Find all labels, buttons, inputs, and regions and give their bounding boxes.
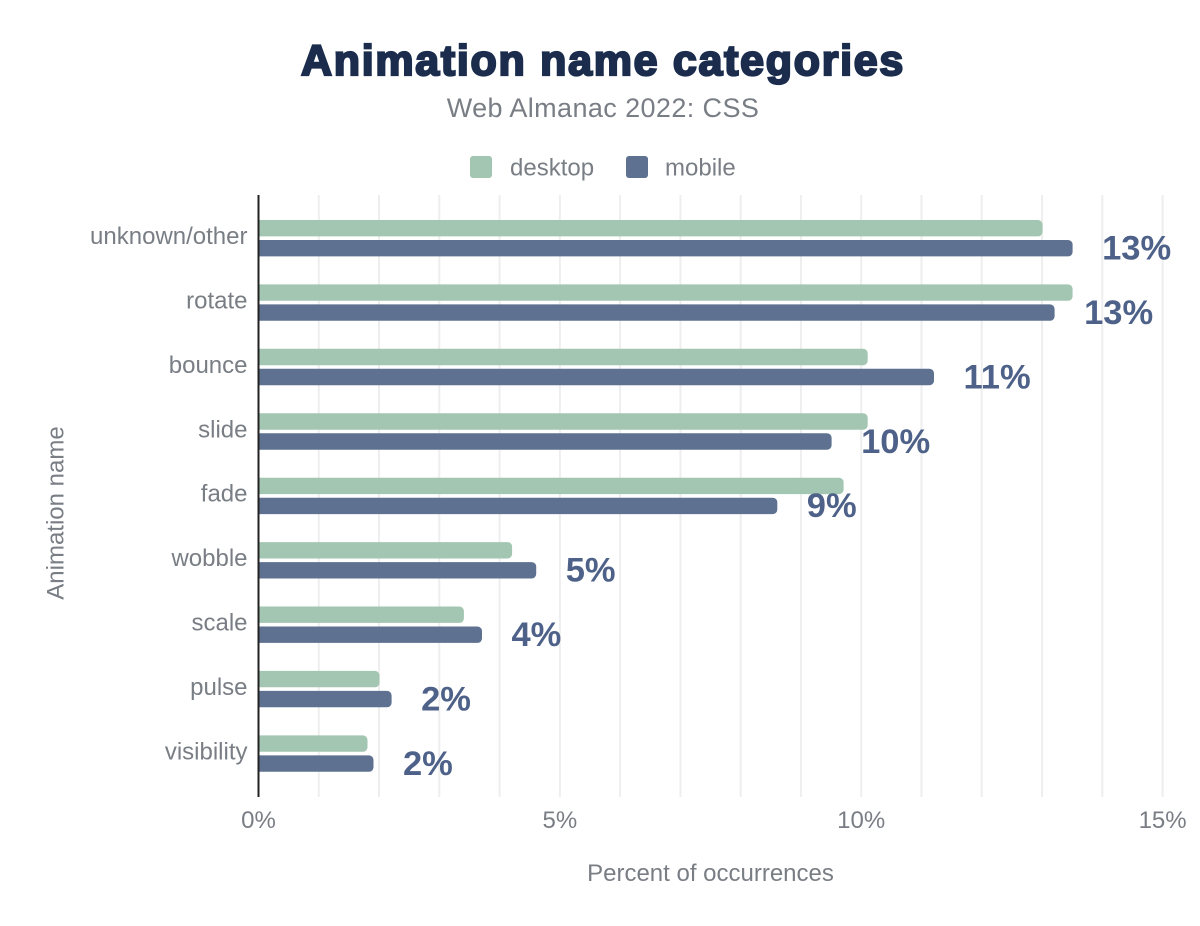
svg-text:11%: 11% [964, 358, 1031, 396]
svg-text:rotate: rotate [186, 287, 247, 314]
svg-text:unknown/other: unknown/other [90, 223, 247, 250]
svg-text:bounce: bounce [169, 352, 248, 379]
svg-text:desktop: desktop [510, 155, 594, 182]
svg-text:scale: scale [191, 610, 247, 637]
svg-text:15%: 15% [1139, 807, 1187, 834]
svg-text:Web Almanac 2022: CSS: Web Almanac 2022: CSS [447, 93, 760, 123]
svg-text:2%: 2% [421, 680, 471, 718]
svg-text:5%: 5% [566, 552, 616, 590]
svg-text:visibility: visibility [165, 738, 248, 765]
svg-text:10%: 10% [861, 423, 930, 461]
svg-text:wobble: wobble [170, 545, 247, 572]
svg-text:10%: 10% [837, 807, 885, 834]
svg-text:0%: 0% [241, 807, 276, 834]
svg-text:2%: 2% [403, 745, 453, 783]
svg-text:slide: slide [198, 416, 247, 443]
svg-text:5%: 5% [543, 807, 578, 834]
svg-text:13%: 13% [1102, 230, 1171, 268]
svg-text:fade: fade [201, 481, 248, 508]
svg-text:Animation name categories: Animation name categories [301, 37, 905, 85]
svg-text:Animation name: Animation name [43, 426, 70, 599]
svg-text:13%: 13% [1084, 294, 1153, 332]
svg-text:Percent of occurrences: Percent of occurrences [587, 860, 834, 887]
svg-text:9%: 9% [807, 487, 857, 525]
svg-text:mobile: mobile [665, 155, 736, 182]
svg-text:4%: 4% [512, 616, 562, 654]
svg-text:pulse: pulse [190, 674, 247, 701]
